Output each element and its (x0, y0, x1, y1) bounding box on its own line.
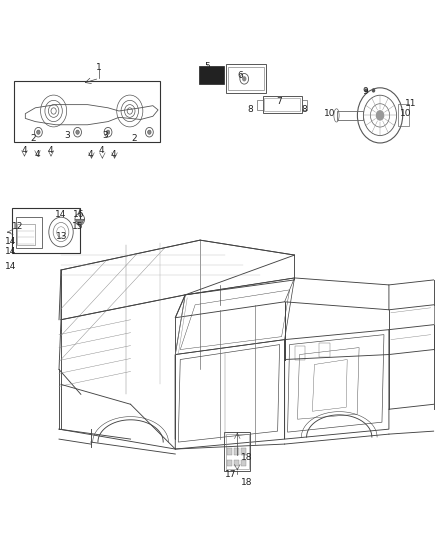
Text: 3: 3 (65, 131, 71, 140)
Bar (224, 432, 251, 471)
Text: 8: 8 (301, 105, 307, 114)
Text: 10: 10 (400, 109, 412, 118)
Text: 10: 10 (324, 109, 336, 118)
Circle shape (242, 76, 247, 82)
Text: 16: 16 (73, 210, 85, 219)
Bar (12, 208, 80, 253)
Text: 15: 15 (72, 222, 83, 231)
Circle shape (376, 110, 385, 120)
Text: 14: 14 (54, 210, 66, 219)
Text: 14: 14 (5, 262, 17, 271)
Text: 11: 11 (405, 99, 416, 108)
Bar (319, 343, 330, 357)
Bar (294, 346, 305, 360)
Text: 4: 4 (34, 150, 40, 159)
Text: 17: 17 (226, 470, 237, 479)
Text: 4: 4 (99, 147, 104, 156)
Bar (227, 459, 232, 466)
Bar (336, 111, 363, 119)
Text: 14: 14 (5, 247, 17, 256)
Text: 9: 9 (362, 87, 368, 96)
Text: 18: 18 (240, 478, 252, 487)
Circle shape (364, 88, 368, 93)
Bar (226, 64, 265, 93)
Bar (241, 448, 246, 455)
Text: 4: 4 (111, 150, 117, 159)
Text: 4: 4 (47, 147, 53, 156)
Text: 6: 6 (237, 71, 243, 80)
Circle shape (37, 130, 40, 134)
Circle shape (372, 88, 375, 93)
Text: 5: 5 (204, 62, 210, 71)
Bar (198, 66, 224, 84)
Bar (18, 223, 35, 245)
Bar (398, 104, 409, 126)
Bar (302, 100, 307, 110)
Bar (234, 448, 239, 455)
Circle shape (148, 130, 151, 134)
Bar (14, 81, 160, 142)
Bar (234, 459, 239, 466)
Text: 4: 4 (21, 147, 27, 156)
Text: 14: 14 (5, 237, 17, 246)
Text: 12: 12 (12, 222, 24, 231)
Bar (16, 217, 42, 248)
Text: 2: 2 (131, 134, 137, 143)
Bar (264, 98, 300, 111)
Text: 1: 1 (96, 63, 102, 72)
Circle shape (106, 130, 110, 134)
Text: 4: 4 (88, 150, 93, 159)
Text: 2: 2 (30, 134, 35, 143)
Bar (262, 96, 302, 113)
Text: 7: 7 (276, 96, 282, 106)
Bar (257, 100, 262, 110)
Bar (227, 448, 232, 455)
Circle shape (76, 130, 79, 134)
Text: 3: 3 (102, 131, 108, 140)
Bar (226, 434, 249, 469)
Text: 18: 18 (240, 453, 252, 462)
Text: 8: 8 (247, 105, 253, 114)
Bar (241, 459, 246, 466)
Bar (228, 67, 264, 91)
Polygon shape (75, 219, 84, 227)
Text: 13: 13 (56, 232, 67, 241)
